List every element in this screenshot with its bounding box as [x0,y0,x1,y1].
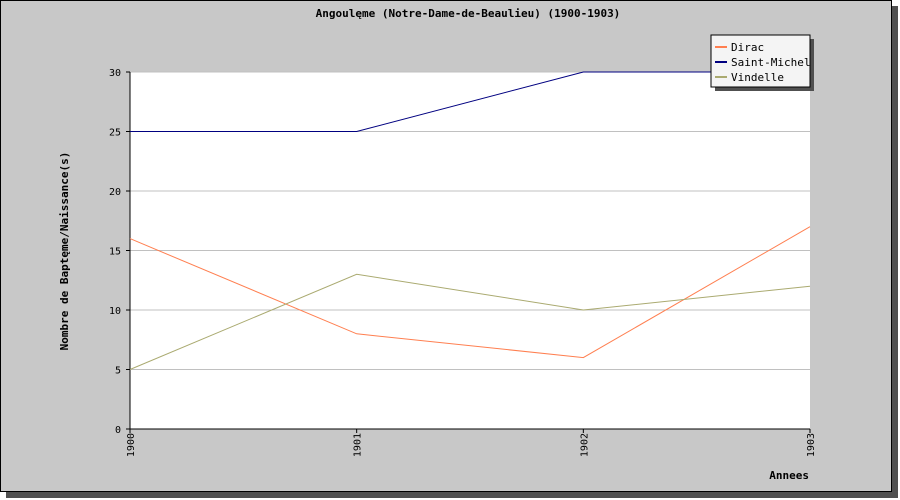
y-tick-label: 20 [109,187,121,198]
y-tick-label: 25 [109,128,121,139]
series-line-dirac [129,226,811,359]
y-tick-label: 10 [109,306,121,317]
y-tick-label: 30 [109,68,121,79]
x-axis-label: Annees [769,469,809,482]
series-line-vindelle [129,273,811,370]
y-axis-label: Nombre de Baptęme/Naissance(s) [58,152,71,351]
series-lines [129,71,811,370]
x-tick-label: 1901 [353,433,364,457]
y-tick-label: 0 [115,425,121,436]
x-tick-labels: 1900 1901 1902 1903 [126,429,817,457]
chart-title: Angoulęme (Notre-Dame-de-Beaulieu) (1900… [316,7,621,20]
legend-label-vindelle: Vindelle [731,71,784,84]
legend-label-dirac: Dirac [731,41,764,54]
x-tick-label: 1902 [579,433,590,457]
frame-shadow-bottom [6,492,898,498]
legend-box [710,34,811,88]
frame-shadow-right [892,6,898,498]
y-tick-labels: 0 5 10 15 20 25 30 [109,68,130,436]
legend-label-saint-michel: Saint-Michel [731,56,810,69]
x-tick-label: 1900 [126,433,137,457]
x-tick-label: 1903 [806,433,817,457]
legend: Dirac Saint-Michel Vindelle [710,34,814,91]
y-tick-label: 15 [109,247,121,258]
legend-items: Dirac Saint-Michel Vindelle [715,41,810,84]
y-tick-label: 5 [115,366,121,377]
series-line-saint-michel [130,71,810,132]
